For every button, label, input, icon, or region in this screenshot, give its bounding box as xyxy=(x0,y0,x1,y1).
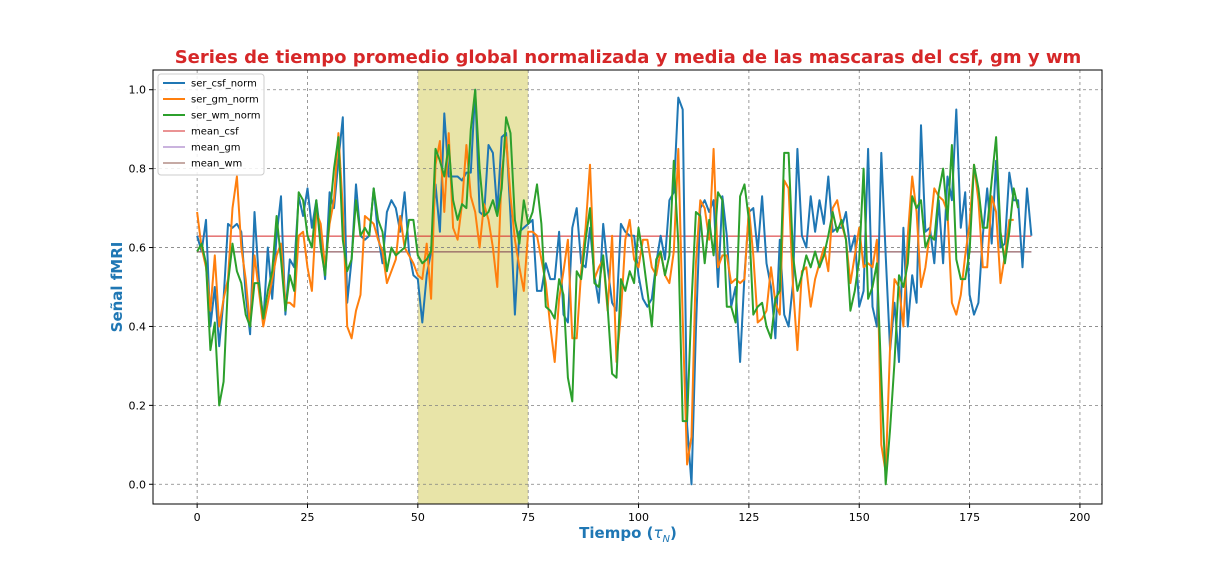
y-tick-label: 0.4 xyxy=(129,320,147,333)
legend-label: ser_wm_norm xyxy=(191,111,261,122)
x-axis-label-symbol: τ xyxy=(653,524,663,542)
y-tick-label: 0.0 xyxy=(129,478,147,491)
legend-items: ser_csf_norm ser_gm_norm ser_wm_norm mean_c… xyxy=(163,79,261,170)
legend-label: ser_csf_norm xyxy=(191,79,257,90)
legend-label: mean_csf xyxy=(191,127,239,138)
mean-lines xyxy=(197,235,1032,253)
y-axis-ticks: 0.0 0.2 0.4 0.6 0.8 1.0 xyxy=(129,84,153,491)
x-tick-label: 150 xyxy=(849,511,870,524)
x-axis-label: Tiempo (τN) xyxy=(579,524,677,545)
y-tick-label: 0.6 xyxy=(129,242,147,255)
plot-area xyxy=(152,69,1103,505)
series-lines xyxy=(196,88,1033,486)
series-line-ser-wm-norm xyxy=(196,88,1020,486)
x-axis-label-main: Tiempo ( xyxy=(579,524,653,542)
legend: ser_csf_norm ser_gm_norm ser_wm_norm mean_c… xyxy=(157,73,265,176)
x-axis-label-subscript: N xyxy=(662,534,670,545)
legend-label: mean_wm xyxy=(191,159,242,170)
y-tick-label: 0.2 xyxy=(129,399,147,412)
chart-title: Series de tiempo promedio global normali… xyxy=(175,47,1082,68)
x-tick-label: 200 xyxy=(1069,511,1090,524)
x-tick-label: 50 xyxy=(411,511,425,524)
x-tick-label: 25 xyxy=(300,511,314,524)
legend-label: mean_gm xyxy=(191,143,240,154)
x-tick-label: 100 xyxy=(628,511,649,524)
grid xyxy=(153,70,1102,504)
x-tick-label: 0 xyxy=(194,511,201,524)
x-tick-label: 175 xyxy=(959,511,980,524)
x-axis-ticks: 0 25 50 75 100 125 150 175 200 xyxy=(194,504,1090,524)
x-axis-label-close: ) xyxy=(670,524,677,542)
plot-frame xyxy=(152,69,1103,505)
y-tick-label: 1.0 xyxy=(129,84,147,97)
y-tick-label: 0.8 xyxy=(129,163,147,176)
y-axis-label: Señal fMRI xyxy=(108,242,126,333)
x-tick-label: 125 xyxy=(738,511,759,524)
x-tick-label: 75 xyxy=(521,511,535,524)
legend-label: ser_gm_norm xyxy=(191,95,259,106)
